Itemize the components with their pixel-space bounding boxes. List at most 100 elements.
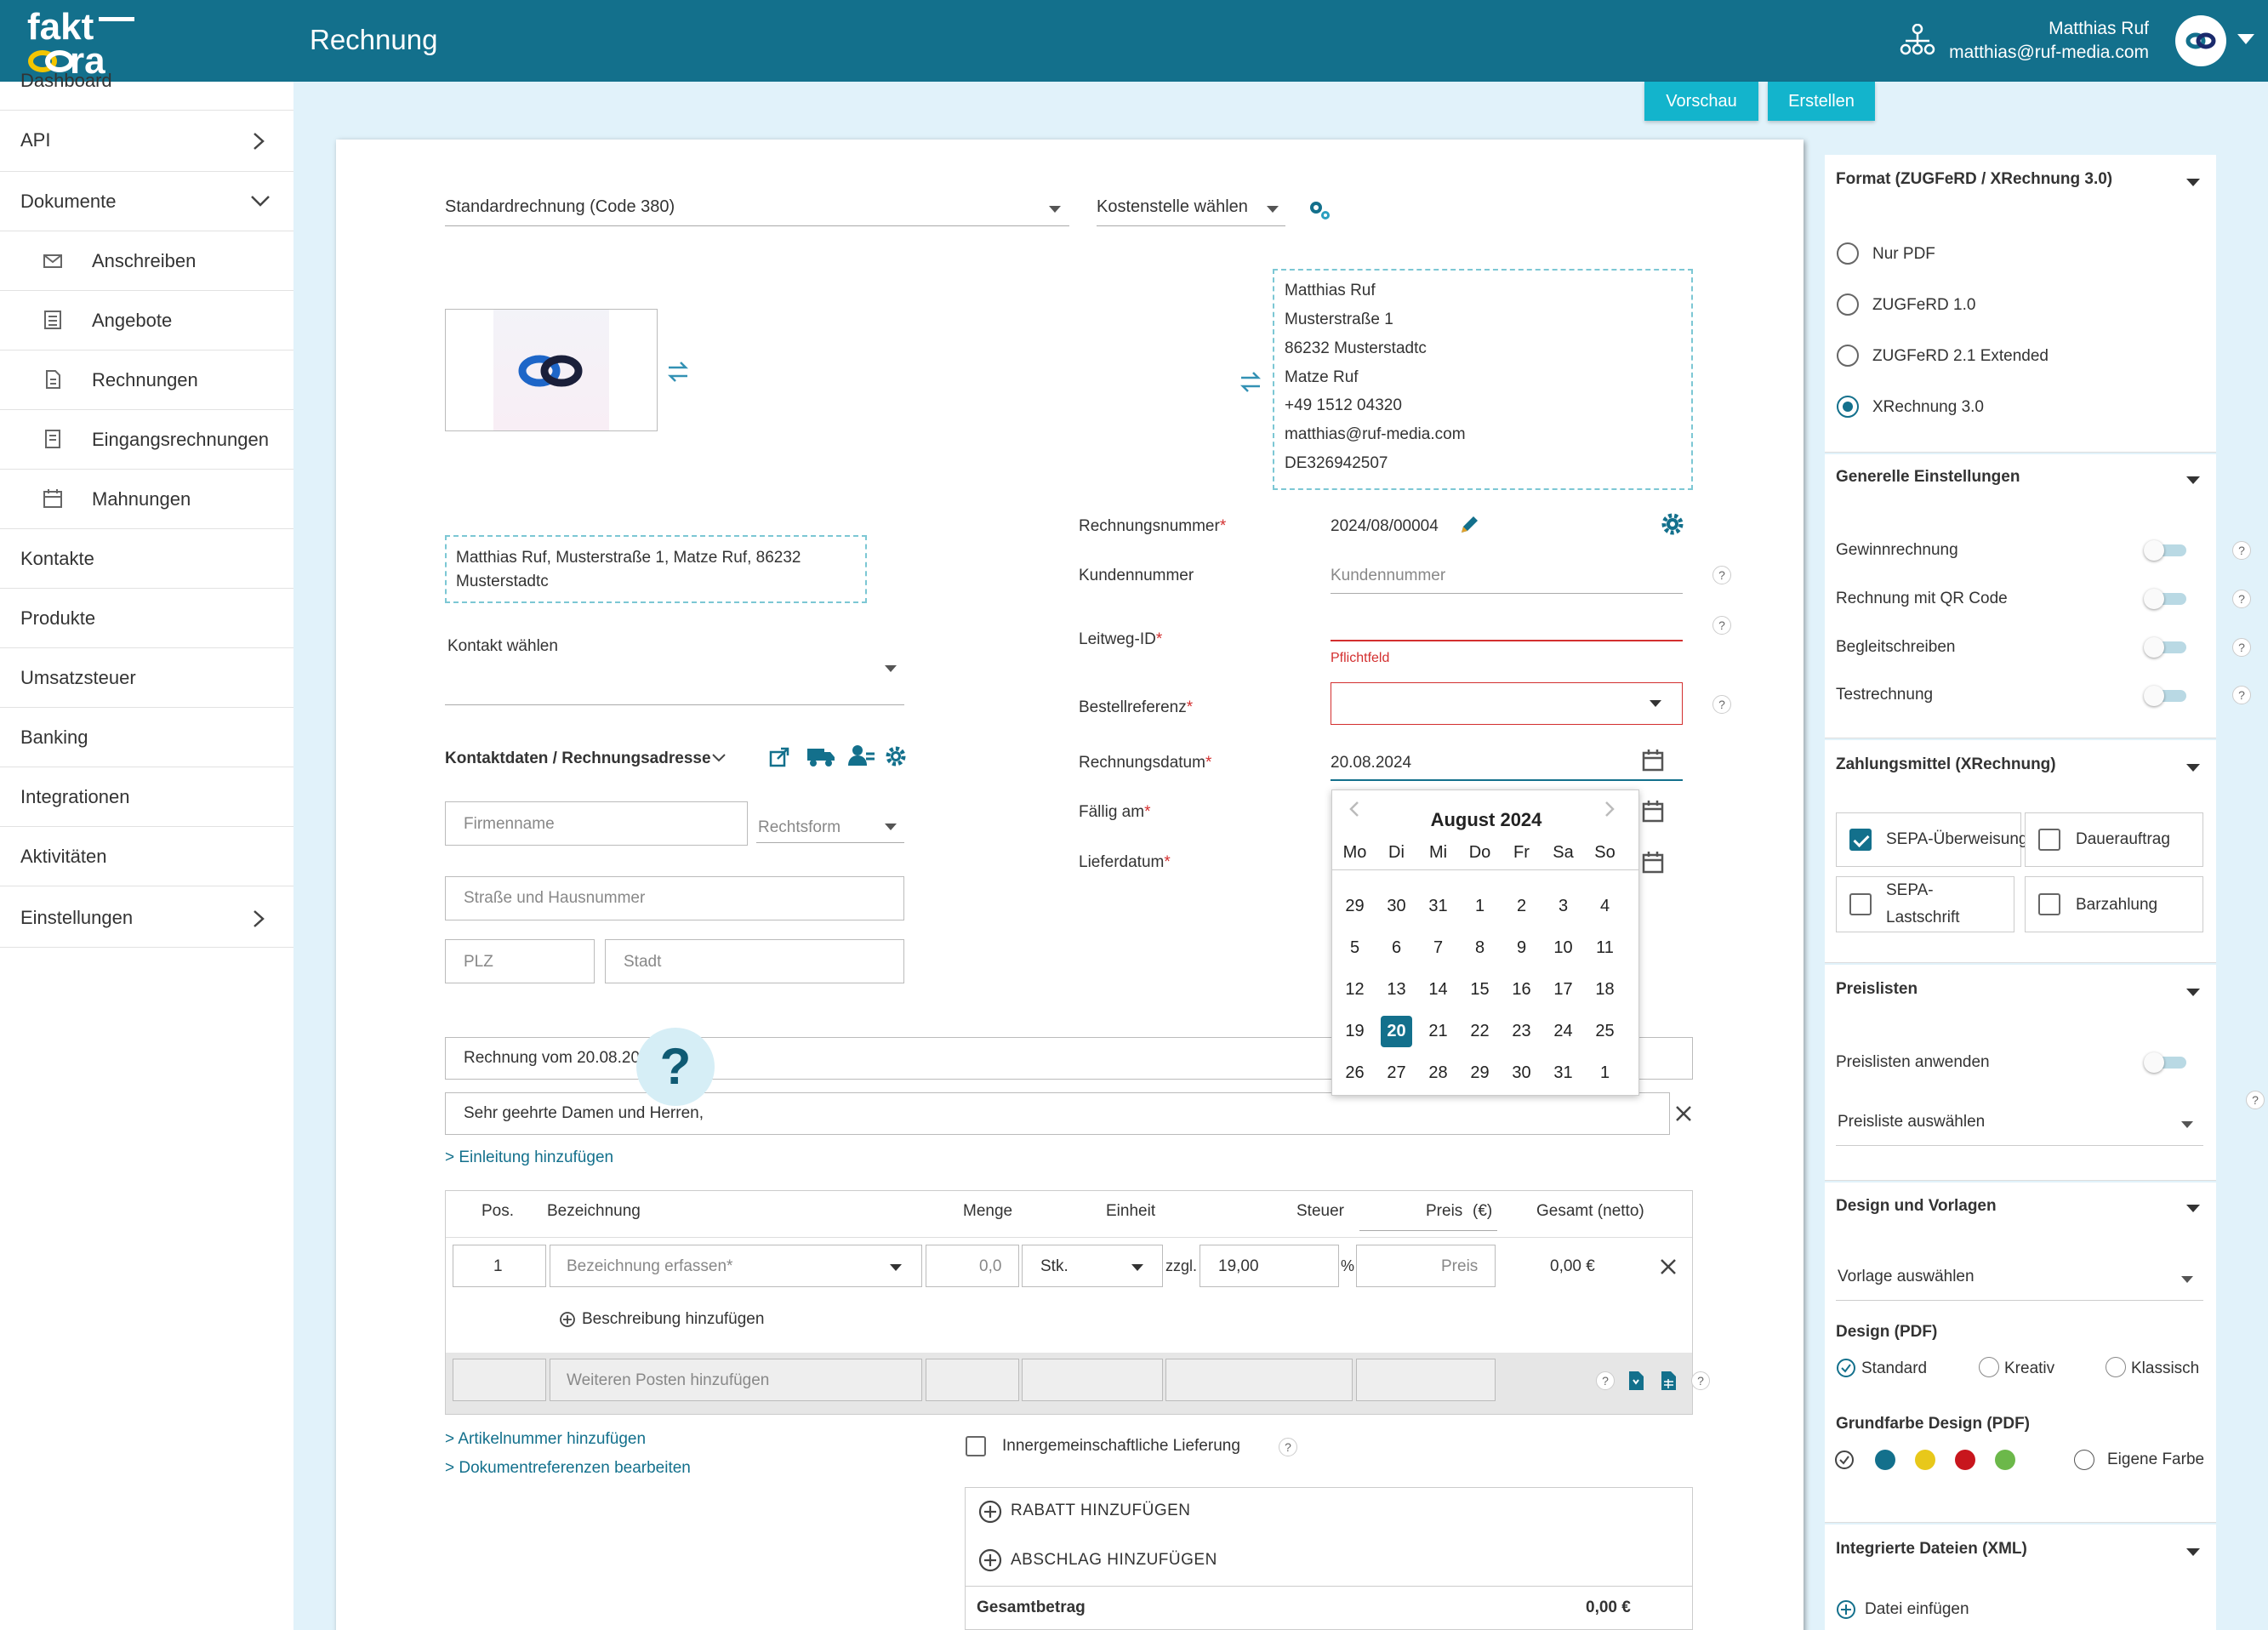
cost-center-settings-icon[interactable]: [1306, 197, 1333, 223]
help-icon[interactable]: ?: [2232, 590, 2251, 608]
calendar-day-selected[interactable]: 20: [1381, 1016, 1412, 1047]
swap-icon[interactable]: [1239, 371, 1262, 393]
gear-icon[interactable]: [1661, 512, 1684, 536]
toggle-switch[interactable]: [2144, 1052, 2186, 1073]
chevron-down-icon[interactable]: [1267, 206, 1279, 213]
calendar-day[interactable]: 16: [1512, 980, 1531, 999]
company-logo-box[interactable]: [445, 309, 658, 431]
chevron-down-icon[interactable]: [2186, 179, 2200, 186]
calendar-day[interactable]: 29: [1345, 897, 1365, 915]
new-price-field[interactable]: [1356, 1359, 1496, 1401]
intra-community-checkbox[interactable]: [966, 1436, 986, 1456]
contact-select[interactable]: [445, 704, 904, 705]
help-icon[interactable]: ?: [1712, 616, 1731, 635]
customer-number-field[interactable]: [1331, 593, 1683, 594]
contact-person-icon[interactable]: [847, 744, 876, 767]
sidebar-item-integrationen[interactable]: Integrationen: [0, 767, 293, 827]
chevron-down-icon[interactable]: [885, 665, 897, 672]
calendar-icon[interactable]: [1642, 749, 1664, 772]
custom-color-radio[interactable]: [2074, 1450, 2094, 1470]
help-icon[interactable]: ?: [1712, 695, 1731, 714]
sidebar-item-banking[interactable]: Banking: [0, 708, 293, 767]
delete-row-icon[interactable]: [1659, 1257, 1678, 1276]
org-chart-icon[interactable]: [1899, 23, 1936, 62]
checkbox[interactable]: [2038, 893, 2060, 915]
format-radio[interactable]: [1837, 345, 1859, 367]
calendar-day[interactable]: 28: [1428, 1063, 1448, 1082]
invoice-number-value[interactable]: 2024/08/00004: [1331, 517, 1439, 535]
chevron-down-icon[interactable]: [1131, 1264, 1143, 1271]
user-menu-chevron-icon[interactable]: [2237, 34, 2254, 44]
calendar-day[interactable]: 11: [1596, 938, 1614, 957]
toggle-switch[interactable]: [2144, 637, 2186, 658]
help-icon[interactable]: ?: [1596, 1371, 1615, 1390]
calendar-day[interactable]: 29: [1470, 1063, 1490, 1082]
sidebar-item-eingangsrechnungen[interactable]: Eingangsrechnungen: [0, 410, 293, 470]
invoice-date-field[interactable]: [1331, 779, 1683, 781]
row-price-field[interactable]: [1356, 1245, 1496, 1287]
chevron-down-icon[interactable]: [2181, 1121, 2193, 1128]
chevron-down-icon[interactable]: [885, 824, 897, 830]
help-icon[interactable]: ?: [1691, 1371, 1710, 1390]
checkbox[interactable]: [1849, 893, 1872, 915]
chevron-down-icon[interactable]: [1650, 700, 1661, 707]
design-radio[interactable]: [2106, 1357, 2126, 1377]
cost-center-select[interactable]: Kostenstelle wählen: [1097, 197, 1248, 216]
sidebar-item-dokumente[interactable]: Dokumente: [0, 172, 293, 231]
edit-doc-references-link[interactable]: > Dokumentreferenzen bearbeiten: [445, 1459, 691, 1477]
row-description-field[interactable]: [550, 1245, 922, 1287]
chevron-down-icon[interactable]: [2186, 1548, 2200, 1556]
add-discount-button[interactable]: RABATT HINZUFÜGEN: [1011, 1502, 1191, 1519]
new-tax-field[interactable]: [1165, 1359, 1353, 1401]
help-icon[interactable]: ?: [2232, 541, 2251, 560]
company-name-field[interactable]: [445, 801, 748, 846]
faktura-logo[interactable]: fakt ra: [26, 6, 145, 82]
sidebar-item-anschreiben[interactable]: Anschreiben: [0, 231, 293, 291]
chevron-down-icon[interactable]: [2186, 476, 2200, 484]
calendar-day[interactable]: 1: [1599, 1063, 1610, 1082]
chevron-right-icon[interactable]: [1603, 801, 1616, 818]
sidebar-item-kontakte[interactable]: Kontakte: [0, 529, 293, 589]
calendar-day[interactable]: 9: [1516, 938, 1527, 957]
calendar-day[interactable]: 3: [1558, 897, 1569, 915]
help-icon[interactable]: ?: [1279, 1438, 1297, 1456]
plus-circle-icon[interactable]: [559, 1311, 576, 1328]
pricelist-select[interactable]: Preisliste auswählen: [1838, 1113, 1986, 1131]
row-quantity-field[interactable]: [926, 1245, 1019, 1287]
chevron-down-icon[interactable]: [2186, 1205, 2200, 1212]
chevron-down-icon[interactable]: [2186, 764, 2200, 772]
calendar-icon[interactable]: [1642, 800, 1664, 824]
sidebar-item-angebote[interactable]: Angebote: [0, 291, 293, 351]
zip-field[interactable]: [445, 939, 595, 983]
truck-icon[interactable]: [806, 745, 835, 767]
calendar-day[interactable]: 4: [1599, 897, 1610, 915]
new-pos-field[interactable]: [453, 1359, 546, 1401]
calendar-day[interactable]: 22: [1470, 1022, 1490, 1040]
document-import-icon[interactable]: [1627, 1370, 1645, 1392]
chevron-down-icon[interactable]: [1049, 206, 1061, 213]
calendar-day[interactable]: 21: [1428, 1022, 1448, 1040]
calendar-day[interactable]: 19: [1345, 1022, 1365, 1040]
toggle-switch[interactable]: [2144, 589, 2186, 609]
integrated-files-title[interactable]: Integrierte Dateien (XML): [1836, 1540, 2027, 1558]
payment-methods-title[interactable]: Zahlungsmittel (XRechnung): [1836, 755, 2056, 773]
new-quantity-field[interactable]: [926, 1359, 1019, 1401]
calendar-day[interactable]: 8: [1474, 938, 1485, 957]
calendar-day[interactable]: 30: [1387, 897, 1406, 915]
help-bubble-icon[interactable]: ?: [636, 1028, 715, 1106]
format-radio[interactable]: [1837, 294, 1859, 316]
help-icon[interactable]: ?: [2232, 686, 2251, 704]
recipient-address-box[interactable]: [445, 535, 867, 603]
sidebar-item-aktivitaeten[interactable]: Aktivitäten: [0, 827, 293, 886]
calendar-day[interactable]: 13: [1387, 980, 1406, 999]
checkbox[interactable]: [2038, 829, 2060, 851]
general-settings-title[interactable]: Generelle Einstellungen: [1836, 468, 2020, 486]
pricelists-title[interactable]: Preislisten: [1836, 980, 1918, 998]
calendar-day[interactable]: 30: [1512, 1063, 1531, 1082]
chevron-down-icon[interactable]: [711, 752, 727, 764]
sidebar-item-rechnungen[interactable]: Rechnungen: [0, 351, 293, 410]
create-button[interactable]: Erstellen: [1768, 82, 1875, 121]
city-field[interactable]: [605, 939, 904, 983]
pencil-icon[interactable]: [1458, 514, 1480, 536]
color-swatch[interactable]: [1915, 1450, 1935, 1470]
